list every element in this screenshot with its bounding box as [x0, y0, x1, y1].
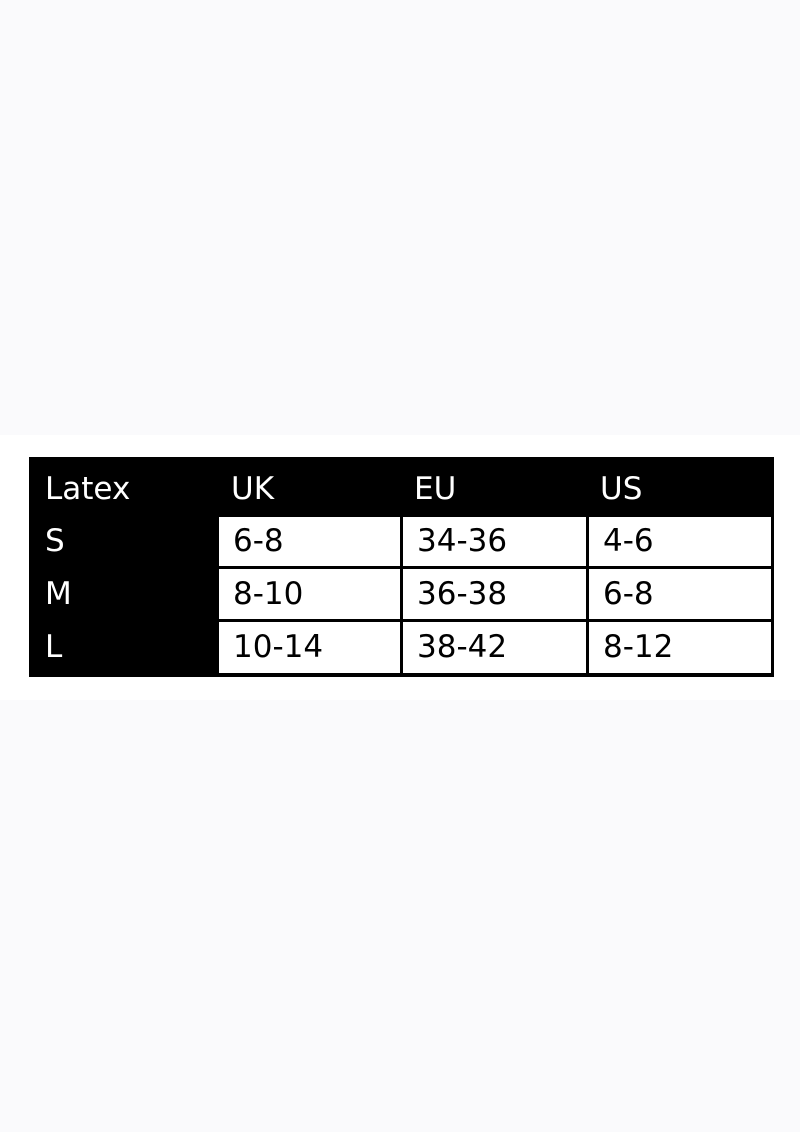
cell-m-eu: 36-38 [403, 569, 586, 619]
size-label-l: L [45, 629, 63, 665]
header-eu: EU [414, 470, 457, 507]
size-chart-table: Latex UK EU US S 6-8 34-36 4-6 M 8-10 36… [29, 457, 774, 677]
header-us: US [600, 470, 643, 507]
cell-s-eu: 34-36 [403, 517, 586, 566]
cell-s-uk: 6-8 [219, 517, 400, 566]
size-label-s: S [45, 523, 65, 559]
header-latex: Latex [45, 470, 131, 507]
cell-m-uk: 8-10 [219, 569, 400, 619]
cell-l-uk: 10-14 [219, 622, 400, 673]
cell-s-us: 4-6 [589, 517, 771, 566]
cell-l-us: 8-12 [589, 622, 771, 673]
size-label-m: M [45, 575, 72, 612]
cell-l-eu: 38-42 [403, 622, 586, 673]
cell-m-us: 6-8 [589, 569, 771, 619]
header-uk: UK [231, 470, 275, 507]
